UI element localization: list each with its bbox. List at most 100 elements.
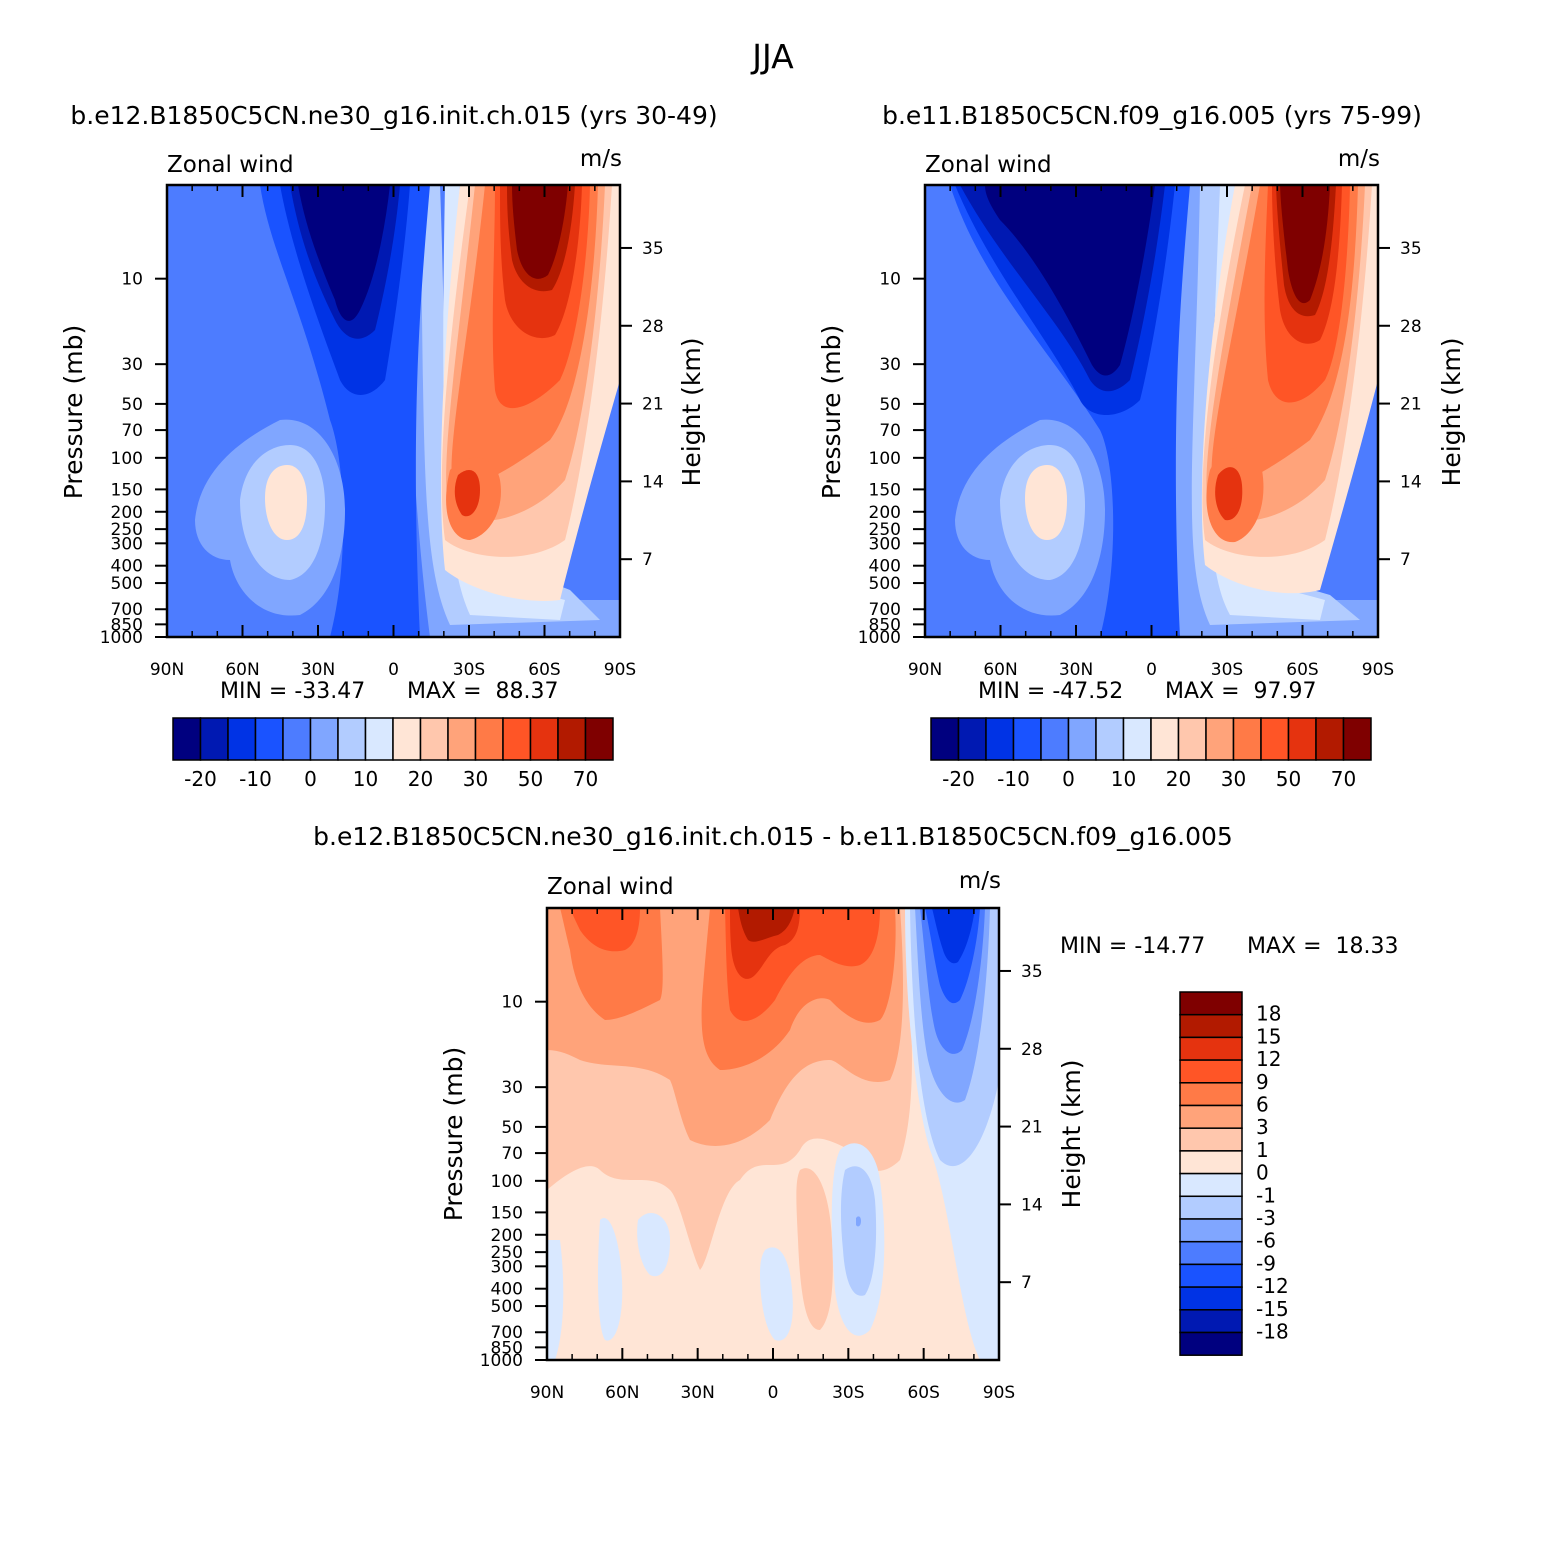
colorbar-box	[1179, 1013, 1243, 1039]
colorbar-box	[1179, 1286, 1243, 1311]
colorbar: -20 -10 0 10 20 30 50 70	[930, 717, 1372, 791]
contour-fill-pos-1-secondary	[796, 1168, 833, 1330]
figure-title: JJA	[750, 37, 794, 76]
height-tick-label: 14	[1400, 472, 1422, 492]
y-tick-label: 150	[869, 480, 901, 500]
x-tick-label: 30N	[301, 660, 335, 680]
x-tick-label: 30N	[1059, 660, 1093, 680]
colorbar-box	[172, 717, 202, 761]
x-tick-label: 60S	[1286, 660, 1318, 680]
colorbar-box	[985, 717, 1015, 761]
y-tick-label: 400	[491, 1280, 523, 1300]
y-tick-label: 1000	[858, 628, 901, 648]
colorbar-box	[1095, 717, 1125, 761]
colorbar-box	[227, 717, 257, 761]
contour-fill-easterly-core	[985, 185, 1155, 376]
x-tick-label: 90N	[908, 660, 942, 680]
contour-fill-subtropical-core	[1215, 467, 1243, 521]
colorbar-label: -1	[1256, 1183, 1276, 1207]
colorbar-label: 50	[1276, 767, 1301, 791]
colorbar-label: -6	[1256, 1229, 1276, 1253]
colorbar-box	[502, 717, 532, 761]
min-label: MIN = -47.52	[978, 679, 1123, 704]
panel-title: b.e11.B1850C5CN.f09_g16.005 (yrs 75-99)	[882, 101, 1422, 130]
height-tick-label: 21	[642, 395, 664, 415]
colorbar-label: 70	[1331, 767, 1356, 791]
y-tick-label: 500	[869, 574, 901, 594]
colorbar-box	[1287, 717, 1317, 761]
axes: 90N 60N 30N 0 30S 60S 90S103050701001502002503…	[480, 908, 1043, 1403]
max-label: MAX = 97.97	[1165, 679, 1317, 704]
y-axis-label: Pressure (mb)	[439, 1047, 468, 1221]
colorbar-label: 9	[1256, 1070, 1269, 1094]
contour-field	[547, 908, 999, 1360]
colorbar-box	[1179, 1059, 1243, 1084]
y-tick-label: 850	[869, 615, 901, 635]
y-tick-label: 250	[491, 1243, 523, 1263]
height-tick-label: 35	[642, 239, 664, 259]
colorbar-box	[1315, 717, 1345, 761]
x-tick-label: 30N	[680, 1383, 714, 1403]
y-tick-label: 100	[869, 449, 901, 469]
height-tick-label: 7	[1021, 1273, 1032, 1293]
x-tick-label: 60S	[528, 660, 560, 680]
y-tick-label: 700	[869, 600, 901, 620]
colorbar-box	[337, 717, 367, 761]
y-tick-label: 10	[879, 270, 901, 290]
y-tick-label: 300	[869, 534, 901, 554]
height-tick-label: 14	[642, 472, 664, 492]
min-label: MIN = -33.47	[220, 679, 365, 704]
colorbar-box	[1179, 1150, 1243, 1175]
colorbar-box	[1205, 717, 1235, 761]
y-tick-label: 400	[111, 557, 143, 577]
colorbar-label: -10	[239, 767, 272, 791]
contour-fill-nh-jet-inner	[265, 465, 307, 540]
colorbar-box	[1179, 1082, 1243, 1107]
contour-fill-westerly-low	[1172, 185, 1378, 637]
contour-fill-nh-neg-b	[637, 1212, 670, 1277]
contour-fill-nh-jet-inner	[1025, 465, 1067, 540]
colorbar-box	[419, 717, 449, 761]
colorbar-label: 10	[353, 767, 378, 791]
y-tick-label: 300	[111, 534, 143, 554]
x-tick-label: 60N	[605, 1383, 639, 1403]
colorbar-label: 30	[1221, 767, 1246, 791]
colorbar-label: -20	[184, 767, 217, 791]
colorbar-label: -20	[942, 767, 975, 791]
colorbar-label: 18	[1256, 1002, 1281, 1026]
axes: 90N 60N 30N 0 30S 60S 90S103050701001502002503…	[100, 185, 664, 680]
y-tick-label: 30	[879, 355, 901, 375]
colorbar-box	[557, 717, 587, 761]
height-tick-label: 7	[642, 550, 653, 570]
colorbar-label: 10	[1111, 767, 1136, 791]
colorbar-box	[364, 717, 394, 761]
x-tick-label: 0	[768, 1383, 779, 1403]
x-tick-label: 0	[388, 660, 399, 680]
contour-fill-nh-neg-a	[597, 1218, 623, 1341]
height-tick-label: 28	[642, 317, 664, 337]
colorbar-box	[529, 717, 559, 761]
y-tick-label: 10	[121, 270, 143, 290]
colorbar-box	[1179, 1218, 1243, 1243]
contour-fill-westerly-core	[1280, 185, 1330, 304]
x-tick-label: 60N	[225, 660, 259, 680]
y-tick-label: 50	[121, 395, 143, 415]
colorbar-box	[199, 717, 229, 761]
y-tick-label: 70	[121, 421, 143, 441]
y-tick-label: 150	[491, 1203, 523, 1223]
height-tick-label: 28	[1021, 1040, 1043, 1060]
contour-fill-nh-neg-c	[547, 1240, 564, 1360]
x-tick-label: 0	[1146, 660, 1157, 680]
colorbar: -20 -10 0 10 20 30 50 70	[172, 717, 614, 791]
y-tick-label: 250	[111, 520, 143, 540]
x-tick-label: 60N	[983, 660, 1017, 680]
colorbar-box	[1179, 1036, 1243, 1061]
colorbar-label: 70	[573, 767, 598, 791]
contour-fill-westerly-1	[420, 185, 600, 625]
colorbar-label: 12	[1256, 1047, 1281, 1071]
contour-fill-sh-neg-6	[856, 1216, 861, 1227]
x-tick-label: 30S	[832, 1383, 864, 1403]
y-tick-label: 50	[879, 395, 901, 415]
